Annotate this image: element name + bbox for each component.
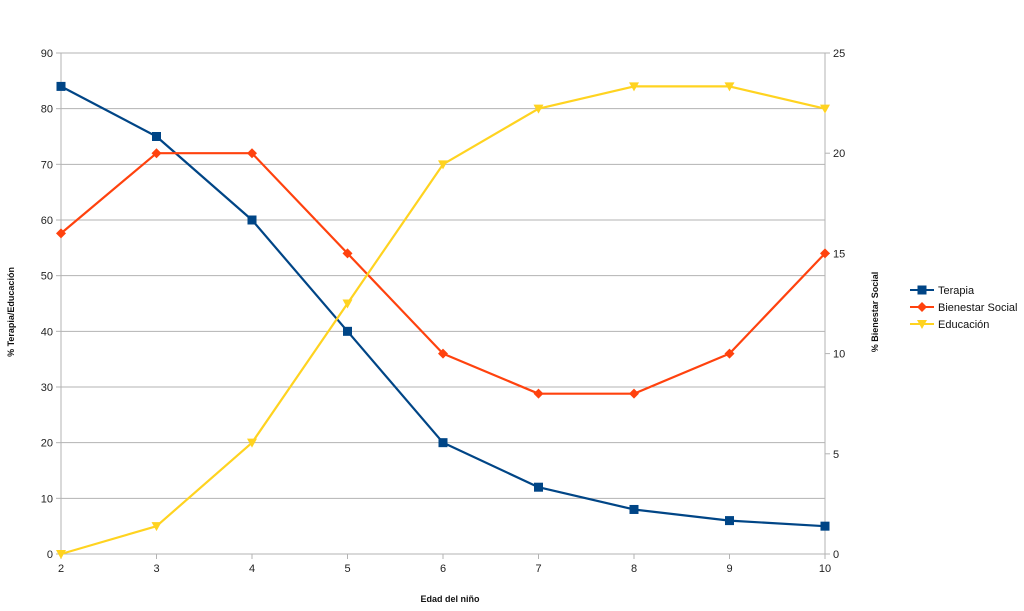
- right-y-tick-label: 5: [833, 449, 839, 461]
- x-tick-label: 10: [819, 563, 831, 575]
- data-point-terapia: [629, 504, 639, 514]
- data-point-educaci-n: [820, 104, 830, 114]
- data-point-bienestar-social: [820, 248, 830, 259]
- left-y-tick-label: 70: [41, 159, 53, 171]
- data-point-bienestar-social: [342, 248, 353, 259]
- series-line-educaci-n: [60, 85, 826, 556]
- data-point-bienestar-social: [629, 388, 639, 399]
- grid: [61, 52, 825, 555]
- x-tick-label: 4: [249, 563, 255, 575]
- x-tick-label: 9: [726, 563, 732, 575]
- legend-label: Terapia: [938, 285, 975, 297]
- data-point-terapia: [438, 438, 448, 448]
- data-point-bienestar-social: [724, 348, 735, 359]
- data-point-terapia: [534, 482, 543, 492]
- left-y-tick-label: 90: [41, 48, 53, 60]
- left-y-tick-label: 50: [41, 271, 53, 283]
- data-point-terapia: [820, 521, 830, 531]
- data-point-bienestar-social: [56, 228, 66, 239]
- data-point-educaci-n: [151, 522, 162, 532]
- data-point-educaci-n: [533, 104, 544, 114]
- right-y-tick-label: 10: [833, 349, 845, 361]
- legend-swatch-marker: [917, 302, 927, 312]
- axes: [56, 52, 830, 559]
- left-y-tick-label: 0: [47, 549, 53, 561]
- x-tick-label: 6: [440, 563, 446, 575]
- left-y-tick-label: 60: [41, 215, 53, 227]
- series-terapia: [56, 81, 830, 531]
- left-y-axis-title: % Terapia/Educación: [6, 267, 16, 357]
- right-y-axis-title: % Bienestar Social: [870, 272, 880, 353]
- data-point-educaci-n: [56, 550, 66, 559]
- series-layer: [56, 81, 830, 559]
- x-tick-label: 5: [344, 563, 350, 575]
- x-tick-label: 2: [58, 563, 64, 575]
- data-point-bienestar-social: [438, 348, 448, 359]
- left-y-tick-label: 30: [41, 382, 53, 394]
- right-y-tick-label: 25: [833, 48, 845, 60]
- legend-swatch-marker: [917, 320, 927, 329]
- data-point-terapia: [247, 215, 257, 225]
- series-educaci-n: [56, 82, 830, 559]
- data-point-terapia: [725, 516, 734, 526]
- x-axis-title: Edad del niño: [420, 594, 480, 604]
- data-point-educaci-n: [342, 299, 353, 309]
- legend-label: Bienestar Social: [938, 302, 1018, 314]
- right-y-tick-label: 15: [833, 248, 845, 260]
- data-point-terapia: [343, 326, 352, 336]
- right-y-tick-label: 20: [833, 148, 845, 160]
- left-y-tick-label: 10: [41, 493, 53, 505]
- data-point-educaci-n: [438, 160, 448, 170]
- left-y-tick-label: 40: [41, 326, 53, 338]
- data-point-educaci-n: [724, 82, 735, 92]
- legend-label: Educación: [938, 319, 989, 331]
- right-y-tick-label: 0: [833, 549, 839, 561]
- legend: Terapia Bienestar Social Educación: [910, 285, 1018, 331]
- data-point-terapia: [152, 132, 161, 141]
- data-point-bienestar-social: [247, 148, 257, 159]
- data-point-educaci-n: [247, 438, 257, 448]
- data-point-bienestar-social: [151, 148, 162, 159]
- data-point-educaci-n: [629, 82, 639, 92]
- x-tick-label: 8: [631, 563, 637, 575]
- series-bienestar-social: [56, 148, 830, 399]
- data-point-terapia: [56, 81, 66, 91]
- x-tick-label: 3: [153, 563, 159, 575]
- left-y-tick-label: 80: [41, 104, 53, 116]
- legend-item-bienestar-social: Bienestar Social: [910, 302, 1018, 314]
- legend-item-terapia: Terapia: [910, 285, 975, 297]
- legend-item-educaci-n: Educación: [910, 319, 989, 331]
- legend-swatch-marker: [917, 285, 927, 295]
- x-tick-label: 7: [535, 563, 541, 575]
- data-point-bienestar-social: [533, 388, 544, 399]
- left-y-tick-label: 20: [41, 438, 53, 450]
